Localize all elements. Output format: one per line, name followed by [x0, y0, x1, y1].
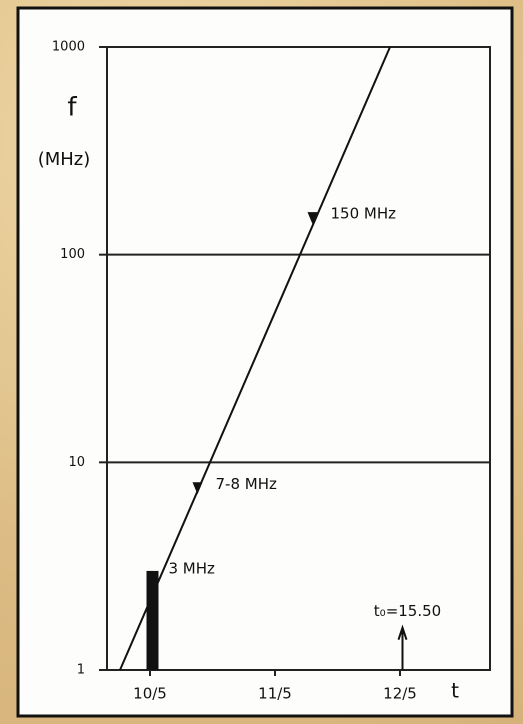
y-tick-label: 1 — [77, 663, 85, 678]
y-axis-label: f — [67, 93, 77, 123]
annotation-marker — [192, 482, 203, 495]
annotation-arrow — [397, 624, 408, 670]
panel — [16, 6, 514, 718]
y-tick-label: 10 — [68, 455, 85, 470]
annotation: 7-8 MHz — [216, 475, 277, 493]
x-axis-label: t — [451, 679, 459, 703]
x-tick-label: 10/5 — [133, 685, 167, 703]
annotation: 150 MHz — [331, 205, 397, 223]
annotation: t₀=15.50 — [374, 602, 441, 620]
annotation: 3 MHz — [169, 559, 216, 577]
x-tick-label: 12/5 — [383, 685, 417, 703]
y-tick-label: 1000 — [52, 40, 85, 55]
x-tick-label: 11/5 — [258, 685, 292, 703]
annotation-marker — [307, 212, 318, 225]
y-tick-label: 100 — [60, 247, 85, 262]
y-axis-unit: (MHz) — [38, 149, 91, 170]
data-line — [119, 46, 391, 671]
burst-bar — [146, 570, 159, 670]
